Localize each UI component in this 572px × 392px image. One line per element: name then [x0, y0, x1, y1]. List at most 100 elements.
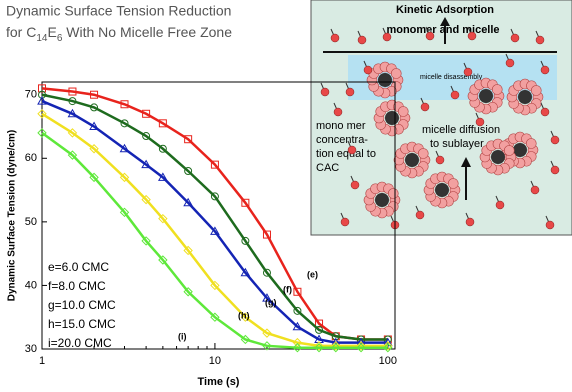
micelle-core — [491, 150, 505, 164]
monomer-head — [475, 117, 485, 127]
legend-entry: f=8.0 CMC — [48, 279, 106, 293]
marker — [241, 236, 250, 245]
monomer-head — [550, 135, 560, 145]
marker — [68, 87, 77, 96]
micelle-head — [530, 85, 542, 96]
marker — [184, 167, 193, 175]
marker — [37, 109, 47, 119]
marker — [68, 97, 77, 106]
x-axis-label: Time (s) — [198, 376, 240, 388]
arrow-head — [461, 157, 471, 167]
marker — [158, 213, 168, 224]
legend-entry: e=6.0 CMC — [48, 260, 109, 274]
marker — [383, 341, 393, 351]
marker — [383, 343, 393, 353]
marker — [240, 267, 251, 277]
monomer-head — [340, 217, 350, 227]
monomer-head — [510, 33, 520, 43]
micelle-head — [387, 188, 399, 199]
marker — [262, 341, 272, 351]
marker — [183, 197, 193, 207]
marker — [293, 287, 302, 296]
marker — [158, 119, 167, 128]
marker — [241, 198, 250, 207]
marker — [119, 143, 130, 153]
note: to sublayer — [430, 138, 484, 150]
micelle-core — [405, 153, 419, 167]
marker — [89, 144, 99, 154]
micelle-head — [397, 106, 409, 117]
marker — [119, 207, 130, 218]
micelle-core — [385, 111, 399, 125]
marker — [158, 172, 168, 181]
monomer-head — [333, 107, 343, 117]
note: mono mer — [316, 120, 366, 132]
series-tag: (g) — [265, 297, 277, 307]
micelle-head — [491, 84, 503, 95]
fit-line — [41, 99, 388, 344]
marker — [262, 268, 271, 277]
monomer-head — [357, 35, 367, 45]
micelle-core — [375, 193, 389, 207]
monomer-head — [550, 165, 560, 175]
fit-line — [41, 87, 388, 341]
marker — [262, 293, 272, 302]
micelle-head — [525, 138, 537, 149]
monomer-head — [465, 217, 475, 227]
monomer-head — [530, 185, 540, 195]
marker — [293, 306, 302, 315]
series-tag: (f) — [283, 284, 292, 294]
marker — [37, 128, 47, 138]
note: concentra- — [316, 134, 368, 146]
monomer-head — [545, 220, 555, 230]
monomer-head — [363, 65, 373, 75]
x-tick-label: 1 — [39, 355, 45, 367]
marker — [142, 132, 151, 141]
marker — [210, 226, 220, 235]
marker — [38, 84, 46, 93]
marker — [331, 332, 340, 341]
marker — [183, 245, 193, 256]
micelle-core — [435, 183, 449, 197]
chart-title: Dynamic Surface Tension Reduction — [6, 3, 231, 19]
title-part: for C — [6, 24, 36, 40]
marker — [158, 144, 167, 153]
y-tick-label: 60 — [25, 152, 37, 164]
marker — [67, 108, 78, 118]
marker — [292, 321, 303, 331]
micelle-head — [447, 178, 459, 189]
marker — [356, 343, 366, 353]
inset-heading: Kinetic Adsorption — [396, 4, 494, 16]
marker — [142, 109, 151, 118]
marker — [119, 172, 130, 183]
marker — [141, 159, 151, 169]
marker — [67, 150, 78, 160]
marker — [315, 325, 324, 334]
legend-entry: g=10.0 CMC — [48, 298, 116, 312]
marker — [38, 90, 46, 99]
note: CAC — [316, 162, 339, 174]
marker — [315, 319, 324, 328]
marker — [331, 343, 341, 353]
marker — [141, 236, 151, 246]
micelle-core — [518, 90, 532, 104]
x-tick-label: 100 — [379, 355, 397, 367]
monomer-head — [382, 32, 392, 42]
y-tick-label: 40 — [25, 279, 37, 291]
fit-line — [41, 112, 388, 348]
fit-line — [41, 131, 388, 349]
monomer-head — [505, 58, 515, 68]
marker — [141, 194, 151, 205]
monomer-head — [350, 180, 360, 190]
marker — [67, 128, 78, 138]
note: tion equal to — [316, 148, 376, 160]
marker — [158, 255, 168, 265]
marker — [89, 121, 99, 130]
fit-line — [41, 93, 388, 341]
monomer-head — [425, 31, 435, 41]
marker — [120, 119, 129, 128]
micelle-head — [503, 145, 515, 156]
marker — [292, 343, 303, 353]
marker — [210, 160, 219, 169]
